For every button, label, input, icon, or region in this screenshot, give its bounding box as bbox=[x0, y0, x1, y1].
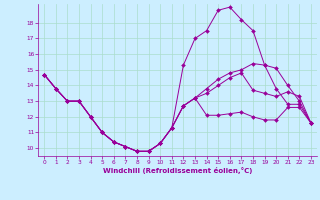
X-axis label: Windchill (Refroidissement éolien,°C): Windchill (Refroidissement éolien,°C) bbox=[103, 167, 252, 174]
